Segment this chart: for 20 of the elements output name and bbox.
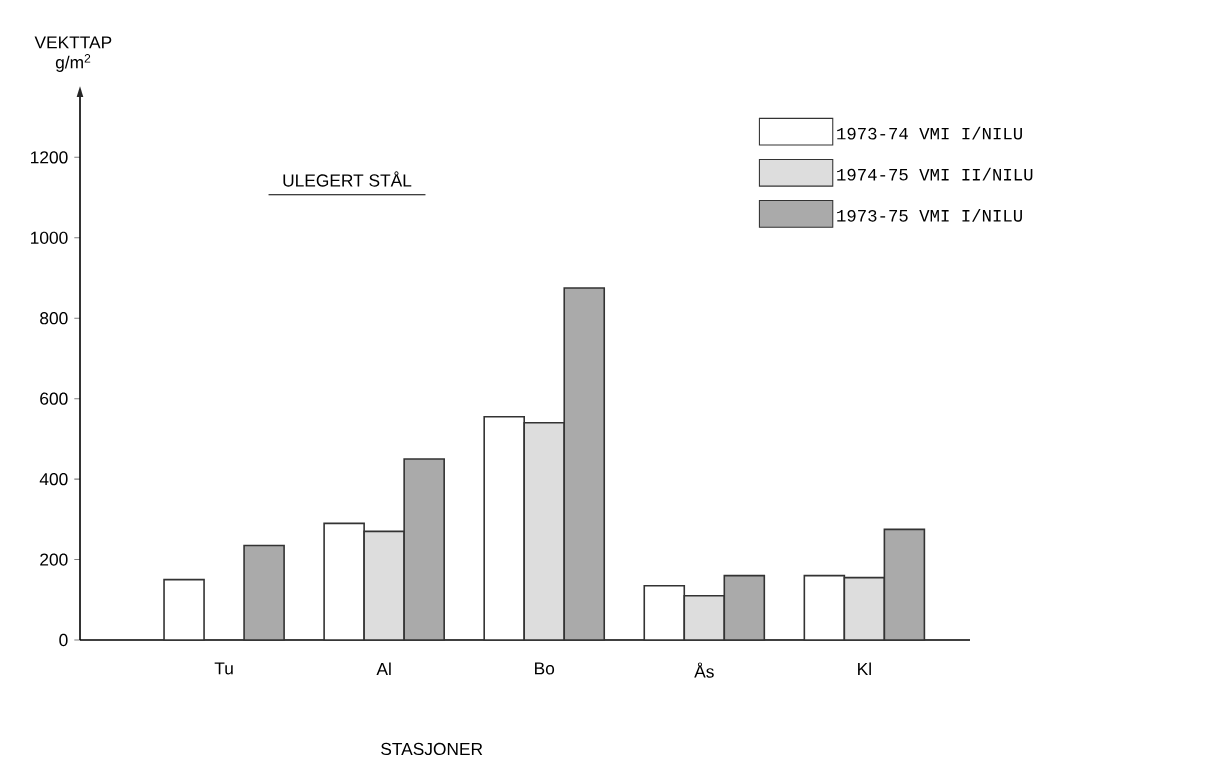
- x-tick-label: Tu: [214, 662, 233, 675]
- x-axis-title: STASJONER: [381, 742, 483, 756]
- y-tick-label: 600: [40, 392, 68, 405]
- y-tick-label: 200: [40, 553, 68, 566]
- y-tick-label: 0: [59, 633, 68, 647]
- bar: [243, 544, 285, 641]
- text: ULEGERT STÅL: [283, 171, 412, 187]
- x-tick-label: Kl: [858, 662, 871, 675]
- x-tick-label: Al: [376, 662, 391, 675]
- legend-label: 1974-75 VMI II/NILU: [837, 167, 1033, 181]
- legend-label: 1973-74 VMI I/NILU: [837, 126, 1022, 140]
- y-tick-label: 400: [39, 472, 68, 486]
- x-tick-label: Ås: [694, 662, 714, 678]
- y-axis-title: VEKTTAP g/m$^{2}$: [34, 36, 112, 72]
- y-tick-label: 1000: [31, 231, 68, 244]
- legend-label: 1973-75 VMI I/NILU: [837, 208, 1022, 222]
- bar: [163, 578, 205, 641]
- x-tick-label: Bo: [535, 662, 555, 675]
- y-tick-label: 800: [40, 312, 68, 325]
- y-tick-label: 1200: [31, 151, 68, 164]
